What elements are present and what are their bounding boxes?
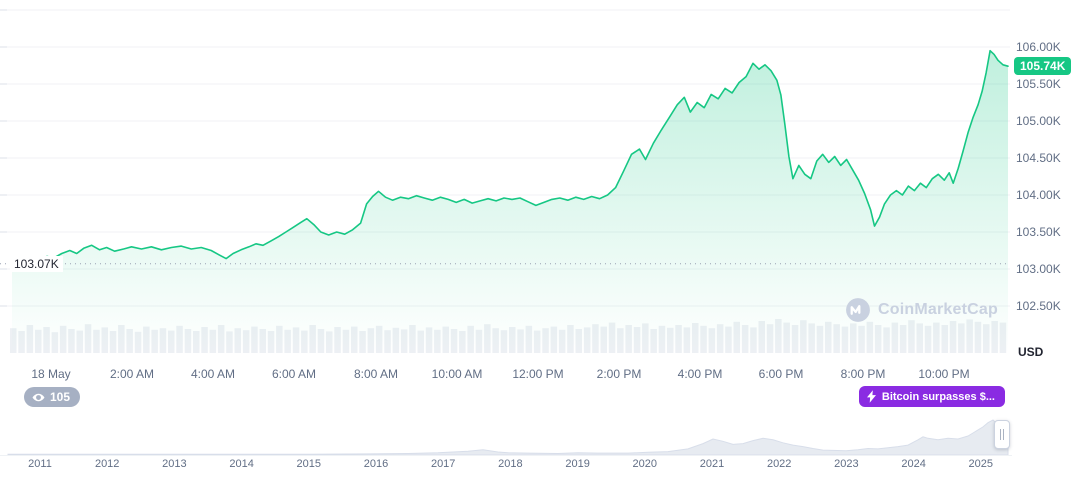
- price-axis-label: 103.50K: [1016, 225, 1061, 239]
- year-label: 2012: [94, 458, 120, 470]
- watchlist-count-badge[interactable]: 105: [24, 387, 81, 407]
- price-axis-label: 105.00K: [1016, 114, 1061, 128]
- eye-icon: [32, 393, 45, 401]
- watermark-text: CoinMarketCap: [878, 301, 998, 318]
- time-axis-label: 2:00 PM: [596, 367, 642, 381]
- year-label: 2019: [565, 458, 590, 470]
- lightning-icon: [866, 390, 876, 403]
- current-price-badge: 105.74K: [1014, 57, 1072, 75]
- time-axis-label: 6:00 PM: [758, 367, 804, 381]
- price-axis-label: 105.50K: [1016, 77, 1061, 91]
- time-axis-label: 8:00 AM: [353, 367, 399, 381]
- year-label: 2020: [632, 458, 658, 470]
- price-axis-label: 102.50K: [1016, 299, 1061, 313]
- year-label: 2025: [968, 458, 994, 470]
- time-axis-label: 4:00 AM: [190, 367, 236, 381]
- time-axis-label: 8:00 PM: [840, 367, 886, 381]
- year-label: 2018: [498, 458, 523, 470]
- year-label: 2015: [296, 458, 322, 470]
- time-axis-label: 12:00 PM: [512, 367, 564, 381]
- navigator-handle[interactable]: [994, 420, 1010, 449]
- event-text: Bitcoin surpasses $...: [881, 390, 995, 403]
- event-badge[interactable]: Bitcoin surpasses $...: [858, 386, 1005, 407]
- year-label: 2013: [162, 458, 187, 470]
- price-chart-canvas[interactable]: [0, 0, 1012, 360]
- year-label: 2011: [28, 458, 52, 470]
- price-axis: 106.00K 105.50K 105.00K 104.50K 104.00K 103.5…: [1012, 0, 1072, 360]
- year-axis: 2011 2012 2013 2014 2015 2016 2017 2018 2019 2020…: [0, 458, 1012, 472]
- time-axis-label: 4:00 PM: [677, 367, 723, 381]
- year-label: 2014: [229, 458, 254, 470]
- watch-count: 105: [50, 390, 71, 404]
- time-axis-label: 6:00 AM: [271, 367, 317, 381]
- time-axis-label: 18 May: [31, 367, 71, 381]
- time-axis-label: 10:00 PM: [918, 367, 970, 381]
- range-navigator[interactable]: [0, 410, 1012, 456]
- price-axis-label: 103.00K: [1016, 262, 1061, 276]
- open-price-label: 103.07K: [10, 256, 63, 272]
- time-axis-label: 2:00 AM: [109, 367, 155, 381]
- year-label: 2023: [834, 458, 859, 470]
- price-axis-label: 106.00K: [1016, 40, 1061, 54]
- year-label: 2022: [766, 458, 792, 470]
- price-axis-label: 104.50K: [1016, 151, 1061, 165]
- year-label: 2017: [430, 458, 456, 470]
- currency-label[interactable]: USD: [1018, 345, 1044, 359]
- year-label: 2024: [901, 458, 926, 470]
- time-axis: 18 May 2:00 AM 4:00 AM 6:00 AM 8:00 AM 10:00 …: [0, 367, 1012, 383]
- year-label: 2016: [363, 458, 389, 470]
- price-axis-label: 104.00K: [1016, 188, 1061, 202]
- coinmarketcap-watermark: CoinMarketCap: [845, 297, 998, 323]
- chart-badges-row: 105 Bitcoin surpasses $...: [0, 385, 1072, 409]
- year-label: 2021: [699, 458, 725, 470]
- navigator-chart[interactable]: [0, 410, 1012, 456]
- time-axis-label: 10:00 AM: [431, 367, 483, 381]
- coinmarketcap-logo-icon: [846, 298, 870, 322]
